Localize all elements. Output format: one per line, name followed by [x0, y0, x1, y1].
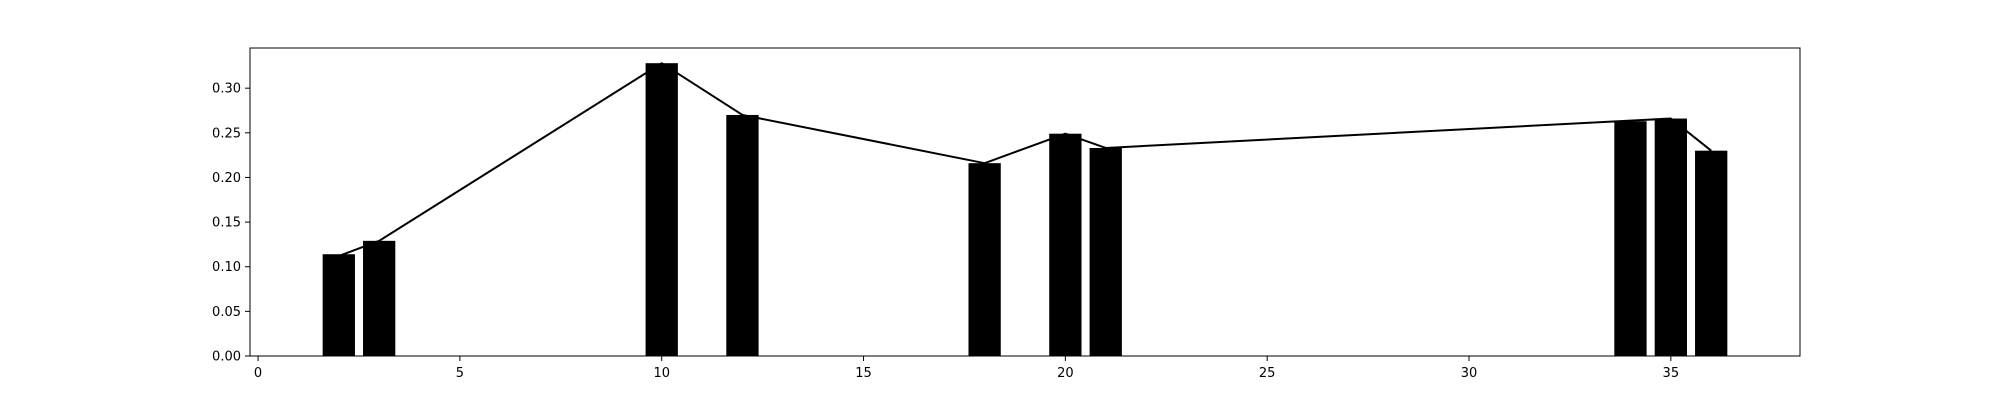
- line-layer: [338, 62, 1712, 257]
- y-tick-label: 0.05: [212, 305, 241, 320]
- bar: [1614, 121, 1647, 357]
- x-tick-label: 5: [456, 366, 464, 381]
- x-tick-label: 0: [254, 366, 262, 381]
- x-tick-label: 25: [1259, 366, 1276, 381]
- y-axis: 0.00 0.05 0.10 0.15 0.20 0.25 0.30: [212, 82, 250, 365]
- x-tick-label: 35: [1663, 366, 1680, 381]
- bar: [726, 114, 759, 357]
- x-axis: 0 5 10 15 20 25 30 35: [254, 356, 1679, 381]
- series-line: [338, 62, 1712, 257]
- x-tick-label: 20: [1057, 366, 1074, 381]
- x-tick-label: 30: [1461, 366, 1478, 381]
- y-tick-label: 0.30: [212, 82, 241, 97]
- y-tick-label: 0.10: [212, 260, 241, 275]
- y-tick-label: 0.20: [212, 171, 241, 186]
- y-tick-label: 0.15: [212, 216, 241, 231]
- bar: [1695, 150, 1728, 356]
- plot-frame: [249, 47, 1801, 357]
- bar: [322, 254, 355, 356]
- bar: [1654, 118, 1687, 356]
- bar: [1049, 133, 1082, 356]
- y-tick-label: 0.00: [212, 350, 241, 365]
- x-tick-label: 15: [855, 366, 872, 381]
- bar: [363, 240, 396, 356]
- bar: [968, 163, 1001, 356]
- bar: [1089, 147, 1122, 356]
- bars-layer: [322, 63, 1728, 357]
- x-tick-label: 10: [653, 366, 670, 381]
- y-tick-label: 0.25: [212, 126, 241, 141]
- bar: [645, 63, 678, 357]
